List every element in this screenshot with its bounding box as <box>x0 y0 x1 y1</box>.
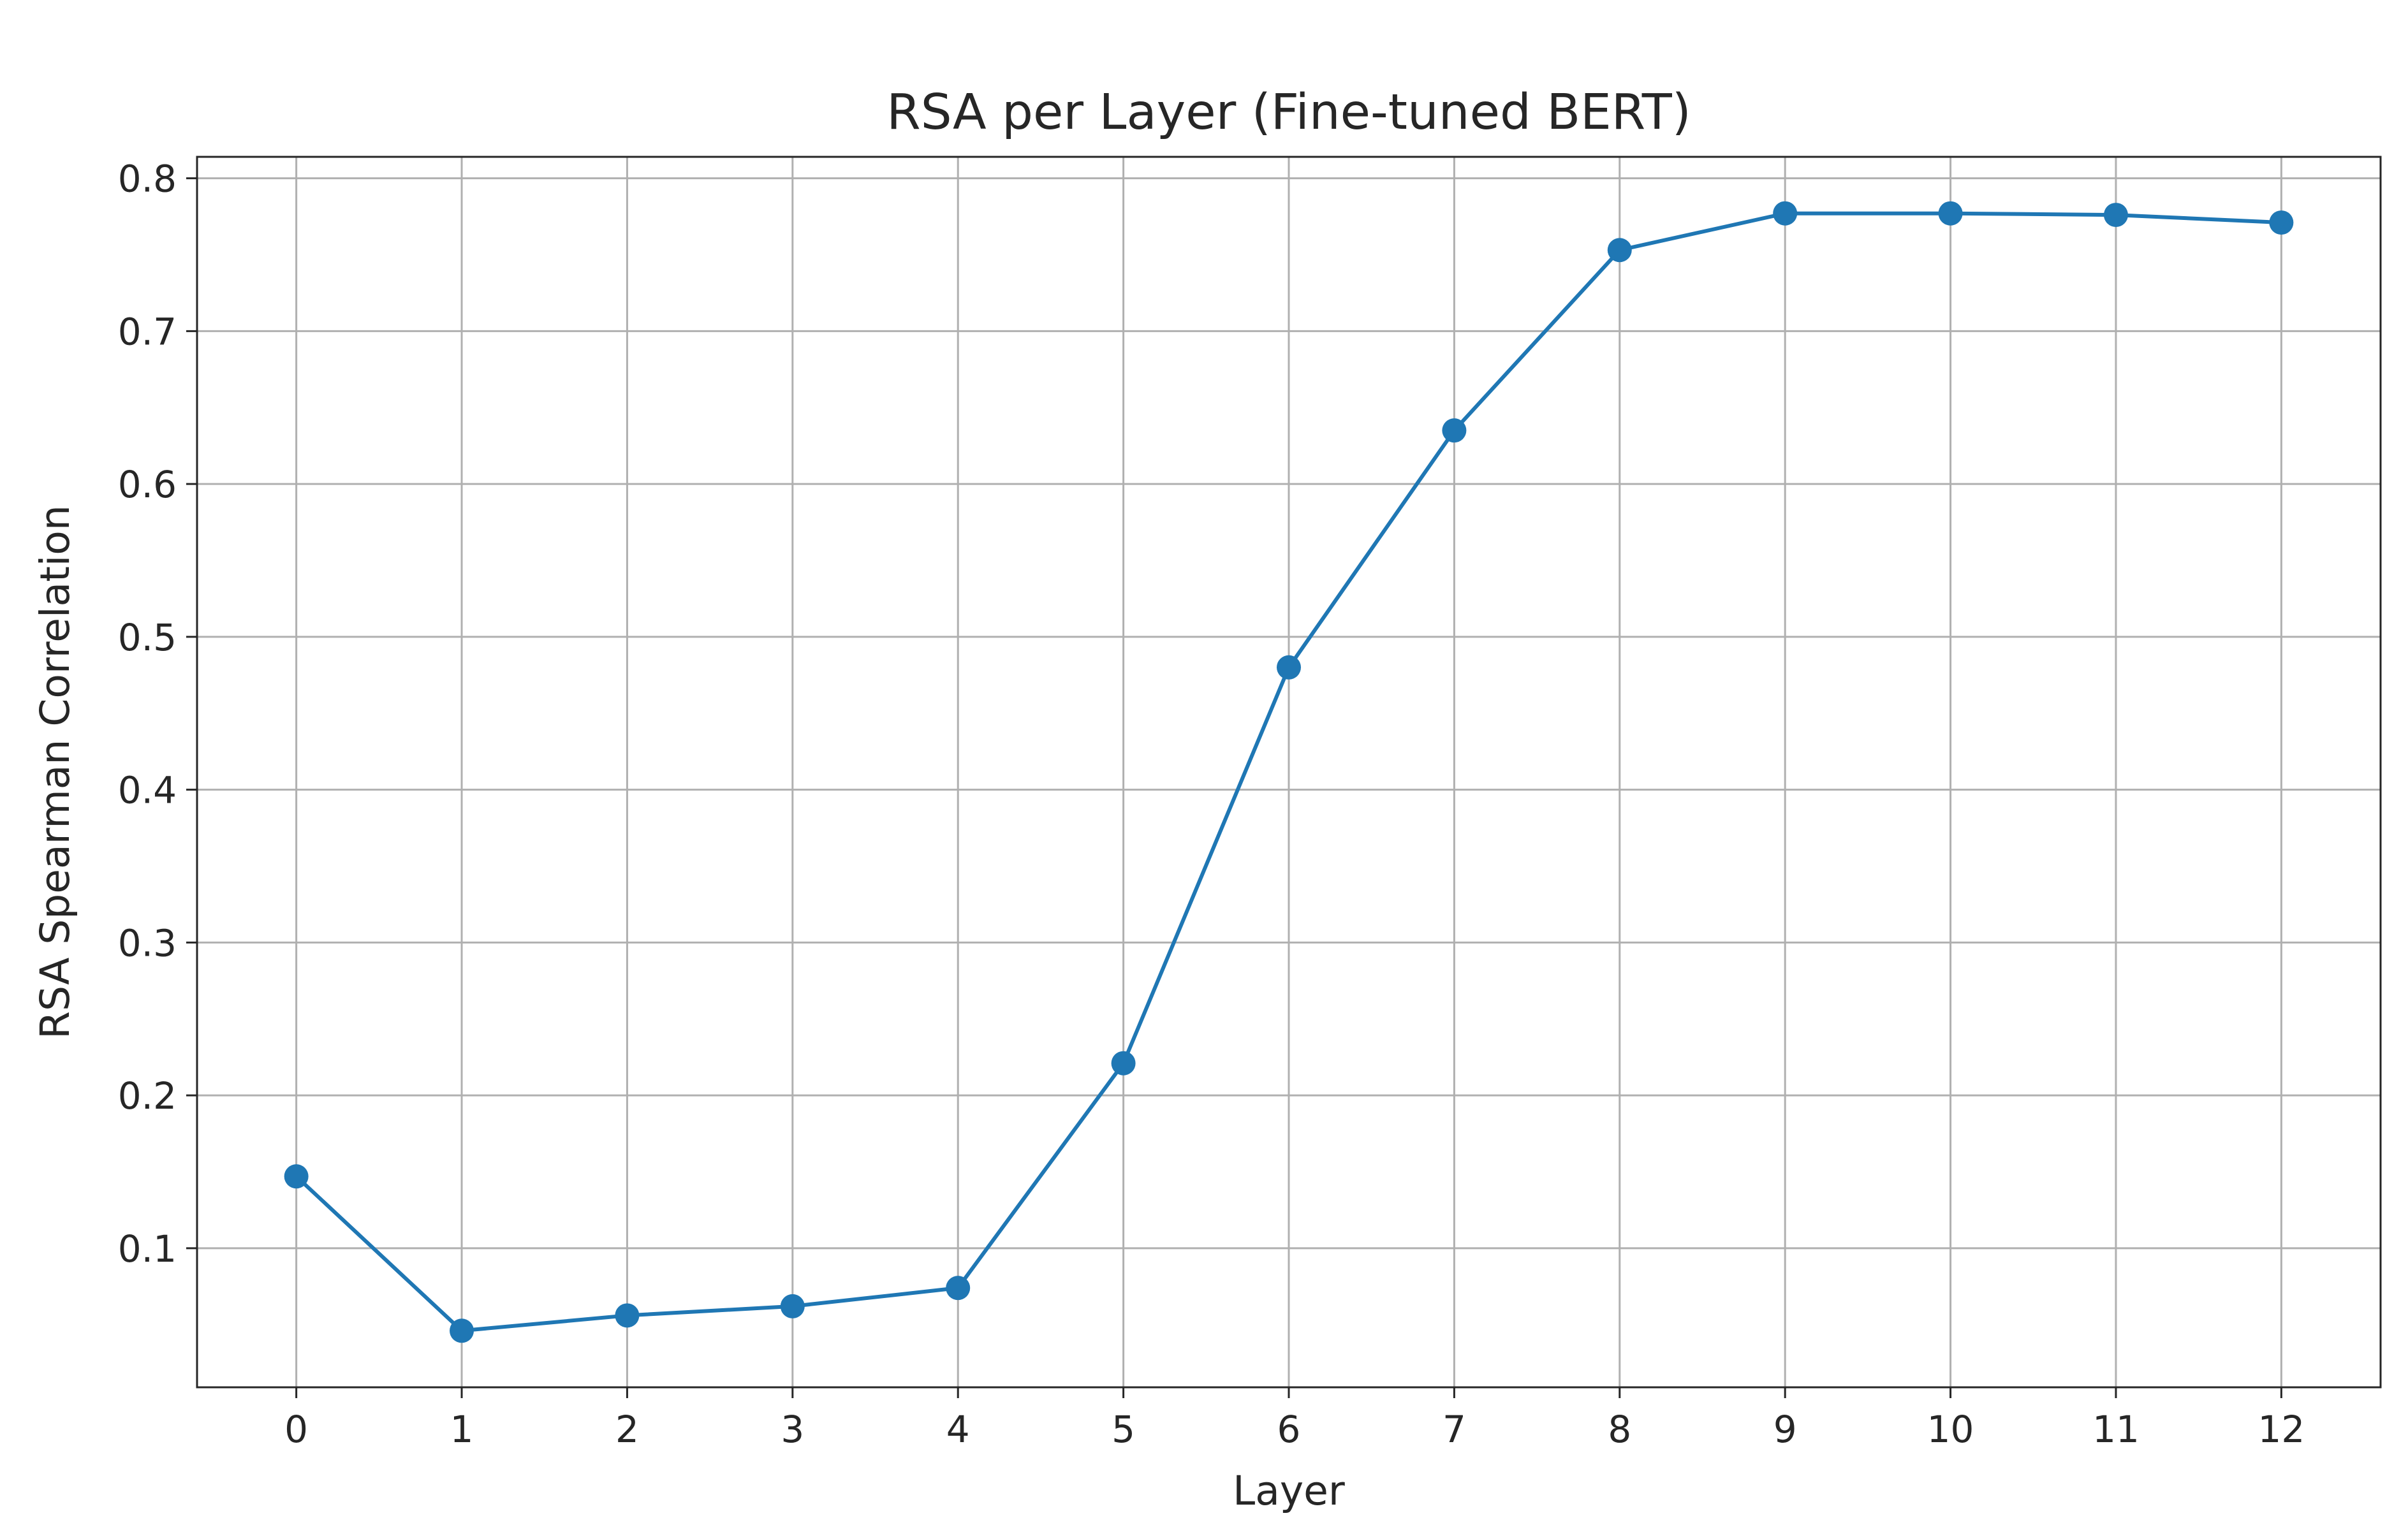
x-tick-label: 1 <box>450 1408 474 1451</box>
x-tick-label: 9 <box>1773 1408 1797 1451</box>
data-point <box>1773 201 1798 226</box>
x-tick-label: 7 <box>1443 1408 1466 1451</box>
data-point <box>2103 203 2128 228</box>
x-tick-label: 2 <box>615 1408 639 1451</box>
chart-title: RSA per Layer (Fine-tuned BERT) <box>886 84 1691 141</box>
x-axis-label: Layer <box>1233 1468 1345 1514</box>
data-point <box>615 1303 640 1328</box>
x-axis: 0 1 2 3 4 5 6 7 8 9 10 11 12 <box>284 1387 2305 1451</box>
y-tick-label: 0.3 <box>118 921 177 965</box>
y-tick-label: 0.4 <box>118 769 177 812</box>
y-tick-label: 0.7 <box>118 310 177 353</box>
data-point <box>946 1276 971 1301</box>
data-point <box>1111 1051 1136 1076</box>
data-point <box>1442 418 1467 443</box>
data-point <box>1607 238 1632 263</box>
y-tick-label: 0.8 <box>118 157 177 201</box>
x-tick-label: 0 <box>284 1408 308 1451</box>
x-tick-label: 4 <box>946 1408 970 1451</box>
grid <box>197 157 2381 1387</box>
x-tick-label: 12 <box>2258 1408 2305 1451</box>
x-tick-label: 8 <box>1608 1408 1631 1451</box>
data-point <box>450 1318 474 1343</box>
x-tick-label: 5 <box>1112 1408 1135 1451</box>
data-point <box>1277 655 1301 680</box>
y-tick-label: 0.2 <box>118 1074 177 1118</box>
series-layer <box>284 201 2294 1343</box>
data-point <box>780 1294 805 1318</box>
y-axis-label: RSA Spearman Correlation <box>32 505 78 1039</box>
x-tick-label: 10 <box>1927 1408 1974 1451</box>
data-point <box>1938 201 1963 226</box>
x-tick-label: 6 <box>1277 1408 1301 1451</box>
y-tick-label: 0.1 <box>118 1227 177 1271</box>
x-tick-label: 3 <box>781 1408 804 1451</box>
y-axis: 0.1 0.2 0.3 0.4 0.5 0.6 0.7 0.8 <box>118 157 197 1271</box>
data-point <box>2269 210 2294 235</box>
y-tick-label: 0.6 <box>118 463 177 506</box>
y-tick-label: 0.5 <box>118 616 177 659</box>
data-point <box>284 1164 309 1189</box>
x-tick-label: 11 <box>2092 1408 2140 1451</box>
